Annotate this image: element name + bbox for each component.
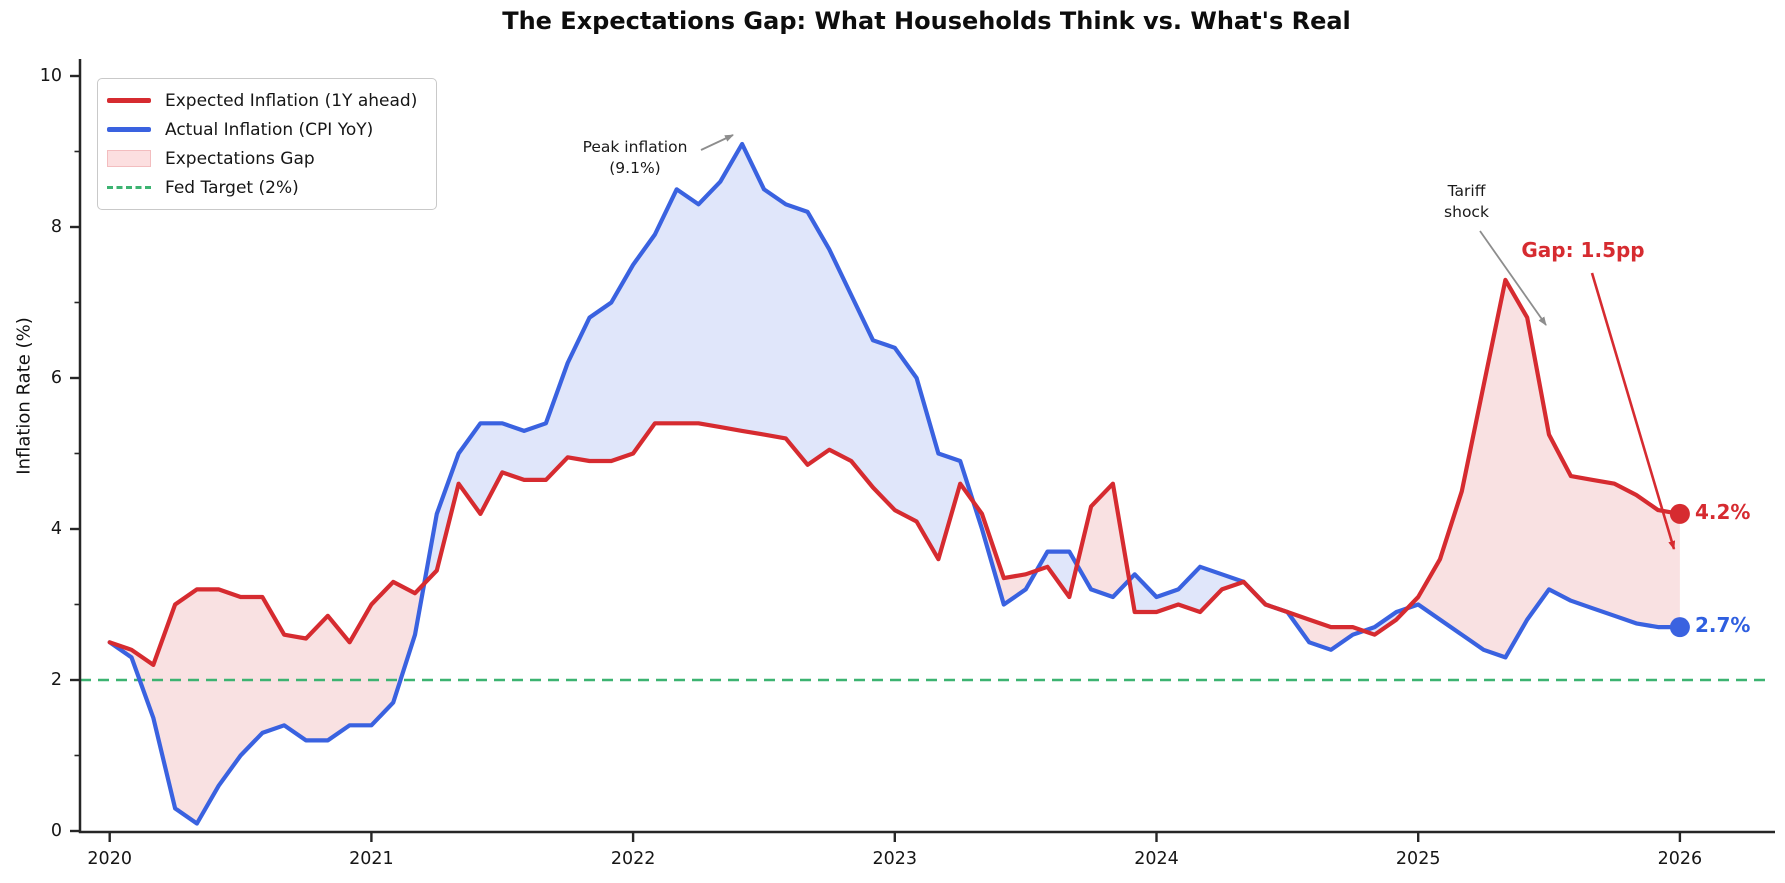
tariff-annotation-arrow — [1479, 230, 1547, 326]
legend: Expected Inflation (1Y ahead) Actual Inf… — [97, 78, 437, 210]
x-tick-label: 2024 — [1134, 849, 1179, 869]
y-axis-label: Inflation Rate (%) — [13, 317, 35, 475]
expected-end-dot — [1669, 503, 1690, 524]
legend-item-target: Fed Target (2%) — [106, 173, 422, 202]
x-tick-label: 2020 — [87, 849, 132, 869]
expectations-gap-fill — [973, 501, 1037, 605]
expectations-gap-fill — [1407, 279, 1680, 658]
actual-above-fill — [424, 144, 974, 584]
actual-end-dot — [1669, 617, 1690, 638]
legend-label: Actual Inflation (CPI YoY) — [165, 119, 374, 140]
actual-line-swatch-icon — [106, 127, 152, 132]
legend-item-actual: Actual Inflation (CPI YoY) — [106, 115, 422, 144]
x-tick-label: 2026 — [1658, 849, 1703, 869]
x-tick-label: 2021 — [349, 849, 394, 869]
legend-label: Fed Target (2%) — [165, 177, 299, 198]
x-tick-label: 2022 — [611, 849, 656, 869]
y-tick-label: 4 — [51, 519, 62, 539]
y-tick-label: 10 — [40, 66, 62, 86]
actual-end-value-label: 2.7% — [1695, 613, 1751, 637]
peak-inflation-annotation: Peak inflation (9.1%) — [582, 138, 688, 177]
gap-annotation: Gap: 1.5pp — [1521, 238, 1645, 262]
legend-item-gap: Expectations Gap — [106, 144, 422, 173]
y-tick-label: 0 — [51, 821, 62, 841]
legend-label: Expected Inflation (1Y ahead) — [165, 90, 418, 111]
x-tick-label: 2023 — [873, 849, 918, 869]
tariff-shock-annotation: Tariff shock — [1444, 182, 1489, 221]
y-tick-label: 2 — [51, 670, 62, 690]
actual-inflation-line — [107, 141, 1683, 826]
peak-annotation-arrow — [700, 134, 734, 151]
expected-line-swatch-icon — [106, 98, 152, 103]
chart-title: The Expectations Gap: What Households Th… — [502, 7, 1351, 35]
actual-above-fill — [1036, 551, 1077, 597]
actual-above-fill — [1129, 566, 1288, 612]
fed-target-swatch-icon — [106, 186, 152, 189]
y-tick-label: 6 — [51, 368, 62, 388]
expected-end-value-label: 4.2% — [1695, 500, 1751, 524]
legend-item-expected: Expected Inflation (1Y ahead) — [106, 86, 422, 115]
gap-patch-swatch-icon — [106, 150, 152, 167]
y-tick-label: 8 — [51, 217, 62, 237]
legend-label: Expectations Gap — [165, 148, 315, 169]
gap-annotation-arrow — [1590, 272, 1676, 550]
x-tick-label: 2025 — [1396, 849, 1441, 869]
expectations-gap-fill — [109, 581, 425, 824]
expected-inflation-line — [107, 277, 1683, 668]
